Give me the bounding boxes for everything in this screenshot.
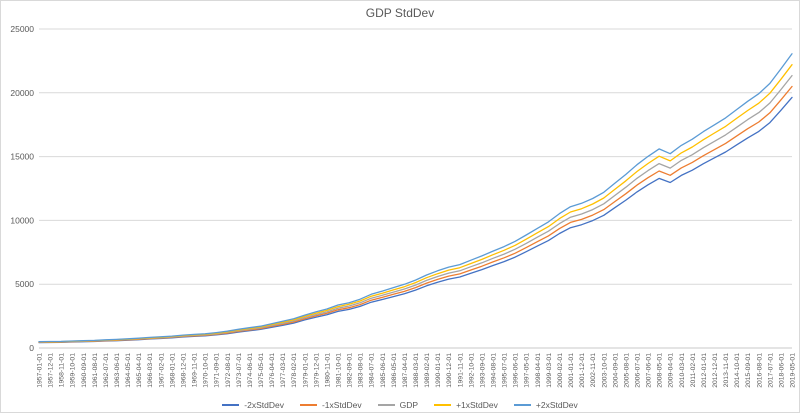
x-axis-label: 1958-11-01 xyxy=(59,353,66,387)
x-axis-label: 1969-11-01 xyxy=(192,353,199,387)
x-axis-label: 1991-11-01 xyxy=(457,353,464,387)
x-axis-label: 2019-05-01 xyxy=(790,353,797,388)
x-axis-label: 1968-01-01 xyxy=(169,353,176,388)
legend-label: +1xStdDev xyxy=(456,399,498,410)
y-axis-label: 5000 xyxy=(15,279,34,289)
x-axis-label: 1992-10-01 xyxy=(468,353,475,388)
x-axis-label: 2002-11-01 xyxy=(590,353,597,387)
series-line--1xstddev xyxy=(38,64,793,343)
x-axis-label: 2011-02-01 xyxy=(690,353,697,387)
legend-item--2xstddev: -2xStdDev xyxy=(222,399,284,410)
x-axis-label: 2007-06-01 xyxy=(646,353,653,388)
x-axis-label: 1964-05-01 xyxy=(125,353,132,388)
x-axis-label: 2013-11-01 xyxy=(723,353,730,387)
x-axis-label: 2012-12-01 xyxy=(712,353,719,388)
x-axis-label: 2018-06-01 xyxy=(778,353,785,388)
x-axis-label: 2015-09-01 xyxy=(745,353,752,388)
x-axis-label: 1970-10-01 xyxy=(203,353,210,388)
series-line--2xstddev xyxy=(38,53,793,343)
legend-item--1xstddev: -1xStdDev xyxy=(299,399,362,410)
x-axis-label: 1997-05-01 xyxy=(524,353,531,388)
x-axis-label: 1967-02-01 xyxy=(158,353,165,388)
x-axis-label: 1979-01-01 xyxy=(302,353,309,388)
legend-line-swatch xyxy=(377,403,395,406)
x-axis-label: 1977-03-01 xyxy=(280,353,287,388)
x-axis-label: 1998-04-01 xyxy=(535,353,542,388)
series-line--1xstddev xyxy=(38,85,793,344)
x-axis-label: 1965-04-01 xyxy=(136,353,143,388)
x-axis-label: 1963-06-01 xyxy=(114,353,121,388)
x-axis-label: 2000-02-01 xyxy=(557,353,564,388)
legend-line-swatch xyxy=(299,403,317,406)
x-axis-label: 1972-08-01 xyxy=(225,353,232,388)
x-axis-label: 2009-04-01 xyxy=(668,353,675,388)
x-axis-label: 2008-05-01 xyxy=(657,353,664,388)
x-axis-label: 1960-09-01 xyxy=(81,353,88,388)
x-axis-label: 1984-07-01 xyxy=(369,353,376,388)
x-axis-label: 2006-07-01 xyxy=(634,353,641,388)
x-axis-label: 1973-07-01 xyxy=(236,353,243,388)
x-axis-label: 1957-01-01 xyxy=(37,353,44,388)
legend-item-gdp: GDP xyxy=(377,399,419,410)
y-axis-label: 20000 xyxy=(10,88,34,98)
x-axis-label: 1996-06-01 xyxy=(513,353,520,388)
x-axis-label: 1975-05-01 xyxy=(258,353,265,388)
x-axis-label: 2003-10-01 xyxy=(601,353,608,388)
x-axis-label: 1993-09-01 xyxy=(479,353,486,388)
plot-area: 0 5000 10000 15000 20000 25000 1957-01-01 1957-… xyxy=(10,24,797,388)
x-axis-label: 1986-05-01 xyxy=(391,353,398,388)
legend-label: +2xStdDev xyxy=(535,399,578,410)
x-axis-label: 1988-03-01 xyxy=(413,353,420,388)
legend-label: -2xStdDev xyxy=(244,399,284,410)
x-axis-label: 1982-09-01 xyxy=(347,353,354,388)
x-axis-label: 1990-01-01 xyxy=(435,353,442,388)
x-axis-label: 2001-12-01 xyxy=(579,353,586,388)
x-axis-label: 2004-09-01 xyxy=(612,353,619,388)
y-axis-label: 10000 xyxy=(10,215,34,225)
x-axis-label: 1999-03-01 xyxy=(546,353,553,388)
x-axis-label: 2016-08-01 xyxy=(756,353,763,388)
legend-item--2xstddev: +2xStdDev xyxy=(513,399,578,410)
series-line-gdp xyxy=(38,74,793,343)
x-axis-label: 2010-03-01 xyxy=(679,353,686,388)
legend-label: GDP xyxy=(399,399,419,410)
legend-item--1xstddev: +1xStdDev xyxy=(434,399,498,410)
chart-title: GDP StdDev xyxy=(365,6,435,20)
x-axis-label: 1990-12-01 xyxy=(446,353,453,388)
x-axis-label: 1983-08-01 xyxy=(358,353,365,388)
x-axis-label: 1961-08-01 xyxy=(92,353,99,388)
y-axis-label: 15000 xyxy=(10,152,34,162)
x-axis-label: 1978-02-01 xyxy=(291,353,298,388)
legend-line-swatch xyxy=(513,403,531,406)
x-axis-label: 1976-04-01 xyxy=(269,353,276,388)
y-axis-label: 0 xyxy=(29,343,34,353)
x-axis-label: 1971-09-01 xyxy=(214,353,221,388)
x-axis-label: 1987-04-01 xyxy=(402,353,409,388)
legend-label: -1xStdDev xyxy=(321,399,362,410)
x-axis-label: 1994-08-01 xyxy=(491,353,498,388)
y-axis-label: 25000 xyxy=(10,24,34,34)
x-axis-label: 1959-10-01 xyxy=(70,353,77,388)
x-axis-label: 1968-12-01 xyxy=(180,353,187,388)
x-axis-label: 2005-08-01 xyxy=(623,353,630,388)
x-axis-label: 1985-06-01 xyxy=(380,353,387,388)
legend: -2xStdDev -1xStdDev GDP +1xStdDev +2xStdDev xyxy=(1,399,799,410)
x-axis-label: 1957-12-01 xyxy=(48,353,55,388)
legend-line-swatch xyxy=(434,403,452,406)
x-axis-label: 1966-03-01 xyxy=(147,353,154,388)
x-axis-label: 1979-12-01 xyxy=(313,353,320,388)
legend-line-swatch xyxy=(222,403,240,406)
x-axis-label: 1989-02-01 xyxy=(424,353,431,388)
x-axis-label: 2012-01-01 xyxy=(701,353,708,388)
x-axis-label: 1980-11-01 xyxy=(324,353,331,387)
x-axis-label: 1962-07-01 xyxy=(103,353,110,388)
x-axis-label: 2014-10-01 xyxy=(734,353,741,388)
x-axis-label: 1981-10-01 xyxy=(335,353,342,388)
x-axis-label: 1995-07-01 xyxy=(502,353,509,388)
x-axis-label: 1974-06-01 xyxy=(247,353,254,388)
x-axis-label: 2017-07-01 xyxy=(767,353,774,388)
x-axis-label: 2001-01-01 xyxy=(568,353,575,388)
